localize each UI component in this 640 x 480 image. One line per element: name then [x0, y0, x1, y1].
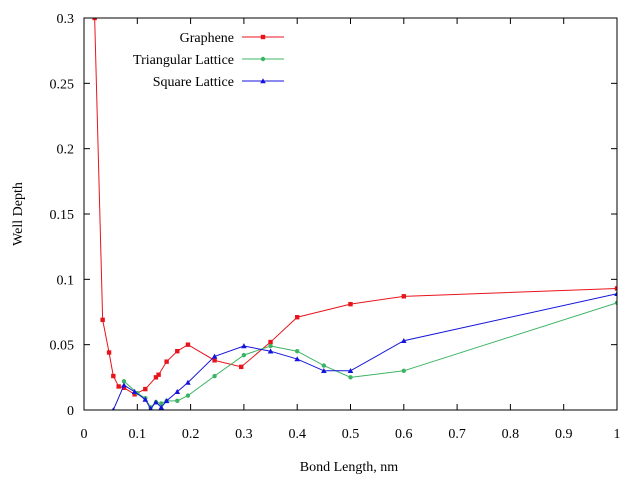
data-point-square-lattice — [142, 396, 149, 402]
data-point-graphene — [106, 350, 112, 355]
data-point-triangular-lattice — [121, 379, 127, 384]
data-point-square-lattice — [401, 337, 407, 343]
data-point-square-lattice — [241, 343, 247, 349]
series-layer — [92, 18, 617, 410]
data-point-graphene — [401, 294, 406, 299]
data-point-triangular-lattice — [348, 375, 353, 380]
data-point-graphene — [295, 315, 300, 320]
x-tick-label: 0.3 — [235, 427, 253, 442]
data-point-triangular-lattice — [241, 352, 247, 358]
data-point-square-lattice — [614, 290, 617, 296]
legend-label-graphene: Graphene — [180, 31, 234, 46]
data-point-graphene — [116, 384, 121, 389]
data-point-square-lattice — [121, 382, 127, 388]
ticks-layer: 0 0.1 0.2 0.3 0.4 0.5 0.6 0.7 0.8 0.9 1 0 0.05 0.1 0.1… — [50, 12, 621, 442]
data-point-graphene — [268, 339, 273, 345]
x-tick-label: 0.8 — [502, 427, 520, 442]
data-point-graphene — [614, 286, 617, 291]
data-point-triangular-lattice — [295, 349, 300, 354]
data-point-square-lattice — [185, 379, 191, 385]
x-tick-label: 0.4 — [288, 427, 306, 442]
data-point-triangular-lattice — [159, 401, 164, 406]
x-tick-label: 0.6 — [395, 427, 413, 442]
legend-label-square-lattice: Square Lattice — [153, 75, 234, 90]
data-point-square-lattice — [347, 368, 354, 374]
data-point-graphene — [111, 373, 116, 379]
data-point-triangular-lattice — [185, 393, 191, 398]
data-point-triangular-lattice — [321, 363, 327, 368]
data-point-graphene — [143, 386, 148, 392]
data-point-square-lattice — [131, 388, 138, 394]
data-point-graphene — [92, 18, 97, 21]
y-axis-label: Well Depth — [11, 182, 26, 246]
data-point-graphene — [212, 358, 217, 363]
data-point-triangular-lattice — [212, 373, 217, 379]
x-tick-label: 0 — [81, 427, 88, 442]
y-tick-label: 0.15 — [50, 208, 75, 223]
data-point-triangular-lattice — [401, 368, 406, 373]
data-point-square-lattice — [174, 388, 181, 394]
x-axis-label: Bond Length, nm — [300, 460, 398, 475]
data-point-square-lattice — [321, 368, 327, 374]
data-point-graphene — [121, 385, 127, 390]
data-point-graphene — [156, 372, 161, 377]
y-tick-label: 0.1 — [57, 273, 75, 288]
data-point-graphene — [164, 359, 169, 364]
legend-label-triangular-lattice: Triangular Lattice — [133, 53, 234, 68]
x-tick-label: 0.5 — [342, 427, 360, 442]
data-point-square-lattice — [267, 348, 274, 354]
series-square-lattice — [111, 290, 617, 410]
data-point-triangular-lattice — [614, 300, 617, 306]
legend: Graphene Triangular Lattice Square Lattice — [133, 31, 284, 90]
y-tick-label: 0.2 — [57, 143, 75, 158]
series-graphene — [92, 18, 617, 397]
data-point-graphene — [132, 392, 137, 397]
data-point-square-lattice — [153, 399, 159, 405]
data-point-square-lattice — [148, 405, 153, 410]
data-point-graphene — [239, 364, 244, 370]
data-point-triangular-lattice — [175, 398, 180, 404]
x-tick-label: 0.9 — [555, 427, 573, 442]
data-point-graphene — [100, 317, 105, 323]
data-point-graphene — [348, 301, 353, 307]
data-point-graphene — [175, 349, 180, 354]
y-tick-label: 0.3 — [57, 12, 75, 27]
legend-marker-triangular-lattice — [260, 56, 266, 62]
data-point-graphene — [185, 342, 191, 347]
data-point-square-lattice — [163, 398, 170, 404]
series-line-square-lattice — [112, 293, 617, 410]
legend-marker-graphene — [260, 34, 266, 40]
x-tick-label: 0.1 — [129, 427, 147, 442]
y-tick-label: 0.25 — [50, 77, 75, 92]
x-tick-label: 0.2 — [182, 427, 200, 442]
data-point-square-lattice — [211, 353, 218, 359]
data-point-triangular-lattice — [268, 343, 273, 349]
data-point-square-lattice — [111, 407, 115, 410]
legend-marker-square-lattice — [260, 78, 266, 84]
y-tick-label: 0 — [67, 404, 74, 419]
x-tick-label: 0.7 — [448, 427, 466, 442]
x-tick-label: 1 — [614, 427, 621, 442]
data-point-square-lattice — [158, 404, 165, 410]
data-point-graphene — [153, 375, 159, 380]
y-tick-label: 0.05 — [50, 339, 75, 354]
data-point-square-lattice — [294, 356, 300, 362]
